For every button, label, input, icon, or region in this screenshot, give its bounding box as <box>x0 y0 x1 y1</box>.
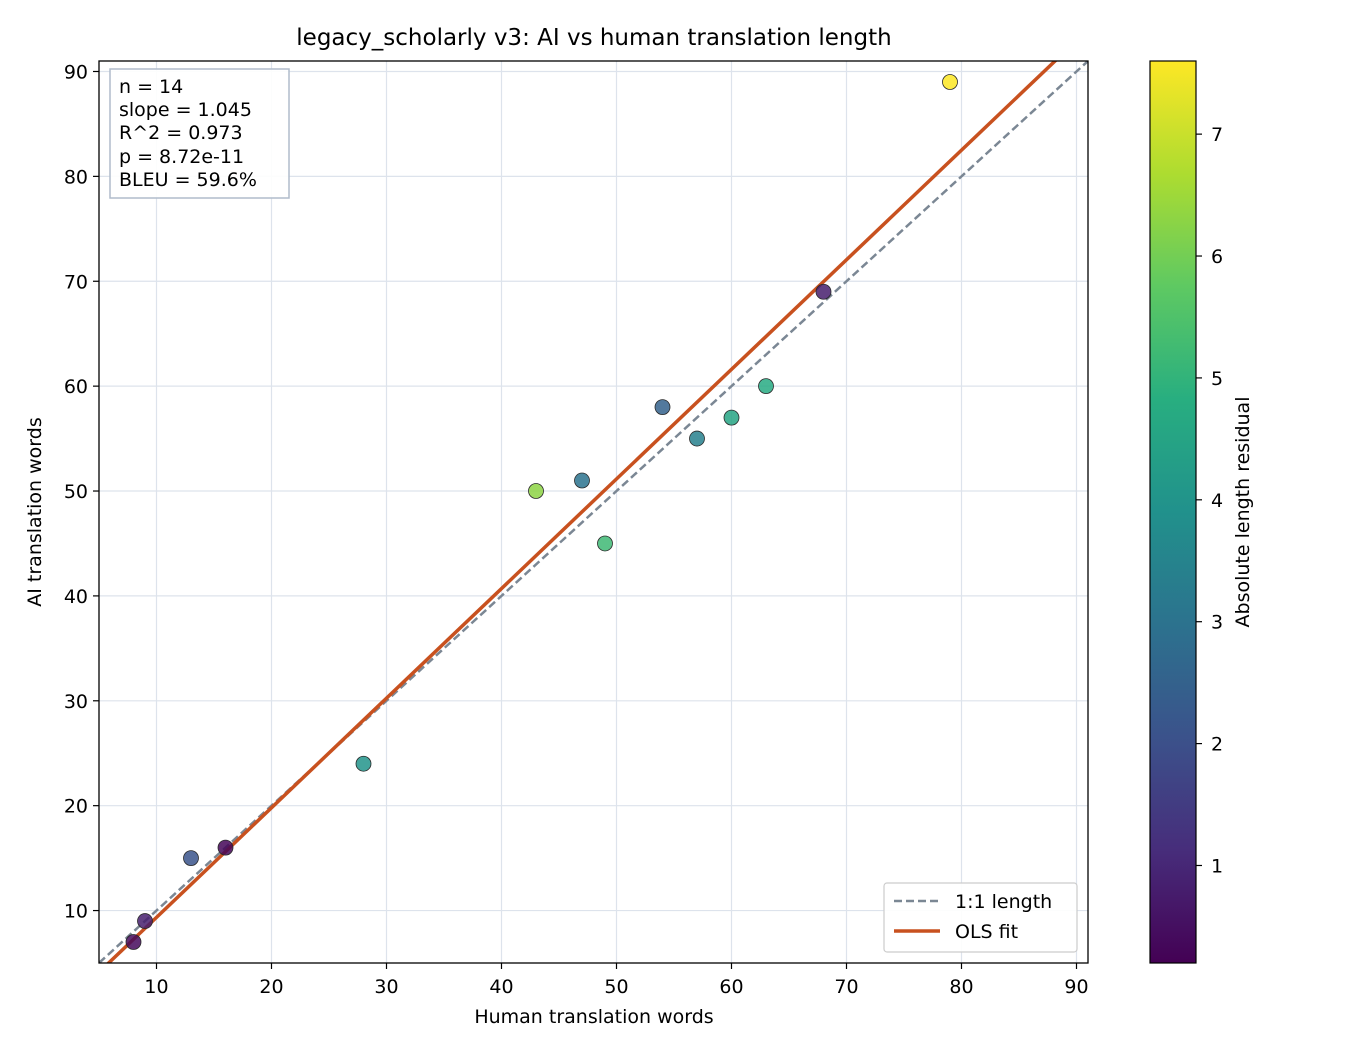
legend: 1:1 length OLS fit <box>883 882 1078 953</box>
data-point <box>942 74 958 90</box>
x-tick-label: 40 <box>489 976 513 998</box>
y-tick-label: 10 <box>64 901 88 923</box>
data-point <box>597 535 613 552</box>
ols-fit-line <box>106 61 1058 963</box>
y-tick-label: 90 <box>64 61 88 83</box>
stats-box-frame <box>109 68 290 199</box>
data-point <box>815 283 832 300</box>
stat-p: p = 8.72e-11 <box>119 146 244 168</box>
stats-box: n = 14 slope = 1.045 R^2 = 0.973 p = 8.7… <box>109 68 290 199</box>
legend-reference-label: 1:1 length <box>955 891 1052 913</box>
data-point <box>654 399 671 416</box>
data-point <box>758 378 774 395</box>
y-tick-label: 80 <box>64 166 88 188</box>
y-tick-label: 70 <box>64 271 88 293</box>
colorbar-label: Absolute length residual <box>1232 397 1254 628</box>
colorbar-tick-label: 1 <box>1211 855 1223 877</box>
colorbar-tick-label: 7 <box>1211 124 1223 146</box>
y-tick-label: 40 <box>64 586 88 608</box>
data-point <box>574 472 590 489</box>
x-tick-label: 30 <box>374 976 398 998</box>
y-tick-label: 60 <box>64 376 88 398</box>
grid <box>99 61 1088 963</box>
y-axis: 10 20 30 40 50 60 70 80 90 <box>64 61 99 923</box>
x-tick-label: 70 <box>834 976 858 998</box>
x-tick-label: 90 <box>1064 976 1088 998</box>
data-point <box>689 430 705 447</box>
colorbar-tick-label: 3 <box>1211 612 1223 634</box>
x-tick-label: 80 <box>949 976 973 998</box>
stat-slope: slope = 1.045 <box>119 99 252 121</box>
data-point <box>723 409 740 426</box>
data-point <box>183 850 199 867</box>
fit-line-layer <box>106 61 1058 963</box>
y-tick-label: 30 <box>64 691 88 713</box>
y-tick-label: 20 <box>64 796 88 818</box>
points-layer <box>125 74 958 950</box>
colorbar-tick-label: 5 <box>1211 368 1223 390</box>
colorbar-gradient <box>1149 60 1197 964</box>
plot-frame <box>98 60 1089 964</box>
x-tick-label: 20 <box>259 976 283 998</box>
y-tick-label: 50 <box>64 481 88 503</box>
legend-fit-label: OLS fit <box>955 921 1018 943</box>
y-axis-label: AI translation words <box>24 417 46 606</box>
colorbar-tick-label: 4 <box>1211 490 1223 512</box>
colorbar-ticks: 1 2 3 4 5 6 7 <box>1196 124 1223 877</box>
colorbar-tick-label: 2 <box>1211 734 1223 756</box>
stat-bleu: BLEU = 59.6% <box>119 169 257 191</box>
x-tick-label: 50 <box>604 976 628 998</box>
stat-n: n = 14 <box>119 76 183 98</box>
x-axis-label: Human translation words <box>474 1006 713 1028</box>
data-point <box>125 934 142 950</box>
x-tick-label: 10 <box>144 976 168 998</box>
data-point <box>528 483 544 499</box>
x-axis: 10 20 30 40 50 60 70 80 90 <box>144 963 1089 998</box>
data-point <box>217 839 234 856</box>
data-point <box>355 755 372 772</box>
colorbar: 1 2 3 4 5 6 7 Absolute length residual <box>1149 60 1254 964</box>
data-point <box>137 913 153 929</box>
stat-r2: R^2 = 0.973 <box>119 122 243 144</box>
x-tick-label: 60 <box>719 976 743 998</box>
chart-title: legacy_scholarly v3: AI vs human transla… <box>296 25 891 51</box>
colorbar-tick-label: 6 <box>1211 246 1223 268</box>
